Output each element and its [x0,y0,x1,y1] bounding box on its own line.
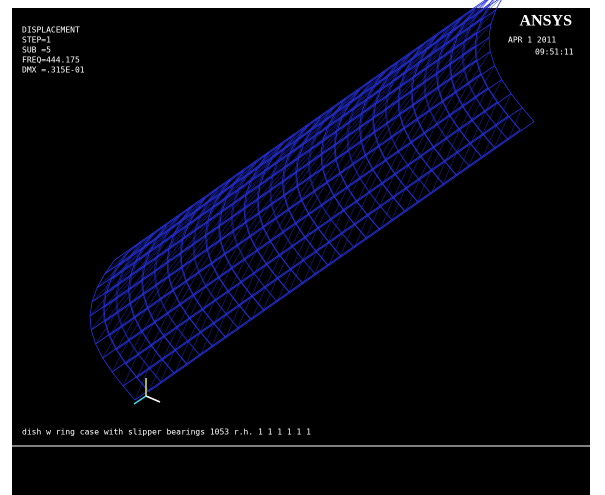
time: 09:51:11 [535,48,574,57]
caption: dish w ring case with slipper bearings 1… [22,428,311,437]
legend-line: DMX =.315E-01 [22,66,85,75]
graphics-window [12,8,590,495]
legend-line: DISPLACEMENT [22,26,80,35]
legend-line: FREQ=444.175 [22,56,80,65]
legend-line: SUB =5 [22,46,51,55]
page: DISPLACEMENTSTEP=1SUB =5FREQ=444.175DMX … [0,0,605,495]
legend-line: STEP=1 [22,36,51,45]
logo: ANSYS [520,13,573,30]
screen: DISPLACEMENTSTEP=1SUB =5FREQ=444.175DMX … [0,0,605,495]
date: APR 1 2011 [508,36,556,45]
